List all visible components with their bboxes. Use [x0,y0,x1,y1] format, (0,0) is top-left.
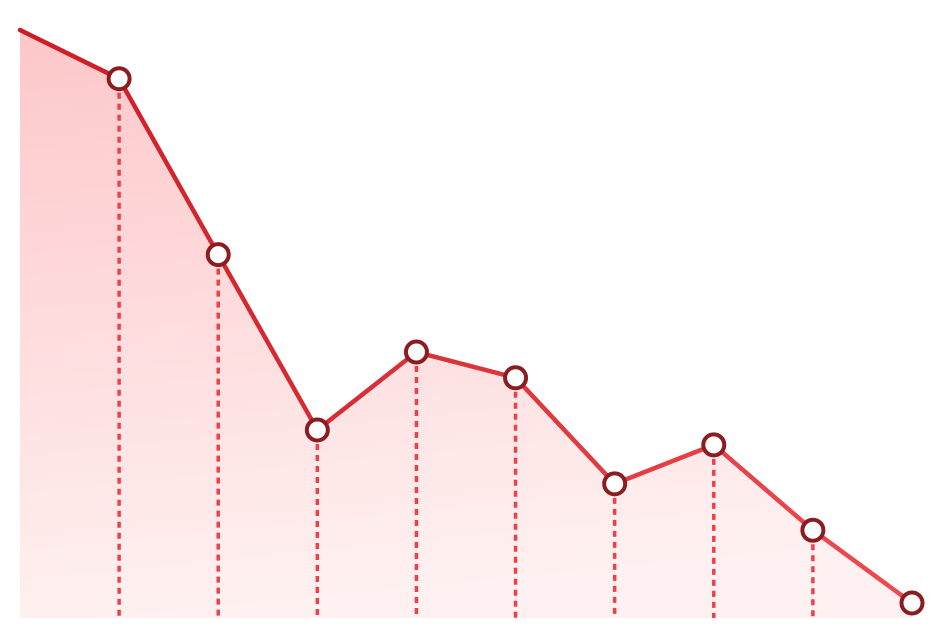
data-point-marker [602,471,628,497]
data-point-marker [800,517,826,543]
area-fill-layer [20,30,912,618]
data-point-marker [304,417,330,443]
data-point-marker [503,365,529,391]
data-point-marker [899,590,925,616]
data-point-marker [106,66,132,92]
series-line-layer [17,27,915,606]
drop-lines-layer [117,92,815,618]
data-point-marker [701,432,727,458]
markers-layer [106,66,925,616]
data-point-marker [205,242,231,268]
series-line [17,27,915,606]
area-fill [20,30,912,618]
data-point-marker [403,339,429,365]
